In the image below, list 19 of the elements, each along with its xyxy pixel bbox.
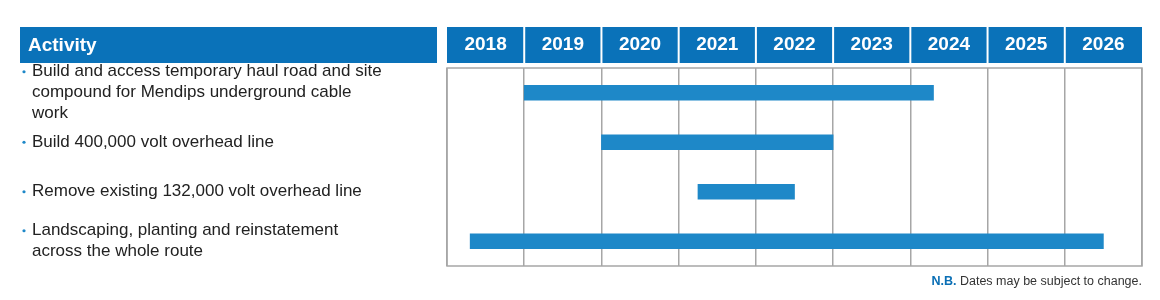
x-tick-label: 2023 bbox=[850, 32, 893, 54]
x-tick-label: 2025 bbox=[1005, 32, 1048, 54]
x-tick-label: 2022 bbox=[773, 32, 816, 54]
y-tick-label: Build and access temporary haul road and site compound for Mendips underground cable work bbox=[31, 61, 382, 123]
bar bbox=[601, 134, 834, 151]
x-tick-label: 2019 bbox=[541, 32, 584, 54]
x-tick-label: 2026 bbox=[1082, 32, 1125, 54]
x-tick-label: 2020 bbox=[618, 32, 662, 54]
y-tick-label: Remove existing 132,000 volt overhead line bbox=[32, 181, 362, 201]
y-axis-title: Activity bbox=[28, 34, 98, 56]
bar bbox=[697, 183, 795, 200]
x-tick-label: 2024 bbox=[927, 32, 971, 54]
bar bbox=[469, 233, 1104, 250]
bar bbox=[523, 84, 934, 101]
x-tick-label: 2021 bbox=[696, 32, 739, 54]
y-tick-label: Landscaping, planting and reinstatement across the whole route bbox=[32, 220, 339, 261]
text: N.B. Dates may be subject to change. bbox=[931, 274, 1142, 288]
y-tick-label: Build 400,000 volt overhead line bbox=[32, 131, 274, 151]
x-tick-label: 2018 bbox=[464, 32, 507, 54]
